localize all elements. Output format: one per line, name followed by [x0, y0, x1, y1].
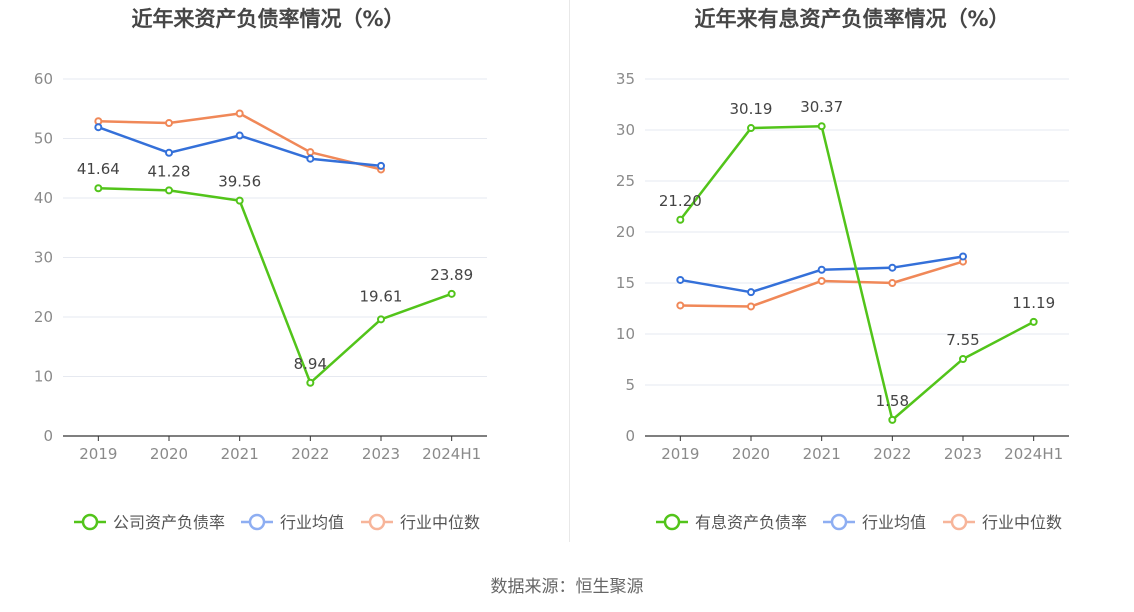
data-point-company: [888, 415, 897, 424]
series-line-company: [679, 124, 1035, 422]
data-point-industry_avg: [165, 148, 173, 157]
y-tick-label: 40: [34, 189, 53, 207]
data-label: 30.19: [730, 100, 773, 118]
y-tick-label: 15: [616, 274, 635, 292]
x-tick-label: 2021: [803, 445, 841, 463]
y-tick-label: 5: [625, 376, 635, 394]
x-tick-label: 2023: [944, 445, 982, 463]
y-tick-label: 10: [616, 325, 635, 343]
y-tick-label: 30: [34, 249, 53, 267]
legend-marker: [368, 513, 386, 531]
data-point-company: [447, 289, 456, 298]
data-point-industry_avg: [817, 265, 826, 274]
y-tick-label: 25: [616, 172, 635, 190]
data-point-industry_avg: [676, 275, 685, 284]
data-label: 39.56: [218, 173, 261, 191]
legend-item-company: 公司资产负债率: [74, 513, 225, 532]
data-point-industry_avg: [235, 131, 244, 140]
series-line-company: [98, 186, 453, 385]
x-tick-label: 2022: [291, 445, 329, 463]
panel-divider: [569, 0, 570, 542]
chart-title: 近年来资产负债率情况（%）: [131, 7, 404, 31]
data-point-industry_avg: [959, 252, 967, 261]
data-label: 41.28: [148, 162, 191, 180]
data-label: 11.19: [1012, 294, 1055, 312]
data-point-industry_avg: [888, 263, 897, 272]
source-note: 数据来源：恒生聚源: [490, 577, 644, 597]
data-label: 19.61: [360, 287, 403, 305]
data-point-industry_median: [165, 119, 173, 128]
legend-marker: [830, 513, 848, 531]
legend-marker: [81, 513, 99, 531]
data-point-company: [1029, 317, 1038, 326]
legend-label: 行业均值: [862, 513, 926, 532]
y-tick-label: 20: [34, 308, 53, 326]
legend-label: 公司资产负债率: [113, 513, 225, 532]
legend-label: 行业中位数: [982, 513, 1062, 532]
x-tick-label: 2022: [873, 445, 911, 463]
data-label: 41.64: [77, 160, 120, 178]
x-tick-label: 2024H1: [1004, 445, 1063, 463]
legend-item-industry_median: 行业中位数: [943, 513, 1062, 532]
y-tick-label: 10: [34, 368, 53, 386]
chart-panel-1: 近年来资产负债率情况（%） 0 10 20 30 40 50 60 2019 2020 2021 20…: [34, 7, 487, 532]
x-tick-label: 2019: [79, 445, 117, 463]
chart-title: 近年来有息资产负债率情况（%）: [694, 7, 1009, 31]
x-tick-label: 2024H1: [422, 445, 481, 463]
legend-item-industry_avg: 行业均值: [241, 513, 344, 532]
data-label: 21.20: [659, 192, 702, 210]
data-point-company: [94, 184, 103, 193]
x-tick-label: 2021: [221, 445, 259, 463]
data-label: 1.58: [876, 392, 909, 410]
legend-item-industry_median: 行业中位数: [361, 513, 480, 532]
y-tick-label: 0: [43, 427, 53, 445]
data-point-industry_avg: [747, 288, 755, 297]
data-label: 23.89: [430, 266, 473, 284]
data-point-company: [235, 196, 244, 205]
data-point-company: [377, 315, 385, 324]
y-tick-label: 60: [34, 70, 53, 88]
data-label: 30.37: [800, 98, 843, 116]
data-point-company: [676, 215, 685, 224]
legend-marker: [950, 513, 968, 531]
data-point-industry_median: [235, 109, 244, 118]
legend-item-industry_avg: 行业均值: [823, 513, 926, 532]
data-point-company: [817, 122, 826, 131]
y-tick-label: 20: [616, 223, 635, 241]
y-tick-label: 50: [34, 130, 53, 148]
legend-item-company: 有息资产负债率: [656, 513, 807, 532]
x-tick-label: 2019: [661, 445, 699, 463]
data-point-company: [959, 354, 967, 363]
legend-label: 有息资产负债率: [695, 513, 807, 532]
legend-label: 行业均值: [280, 513, 344, 532]
data-point-company: [747, 124, 755, 133]
y-tick-label: 0: [625, 427, 635, 445]
data-label: 7.55: [946, 331, 979, 349]
y-tick-label: 30: [616, 121, 635, 139]
y-tick-label: 35: [616, 70, 635, 88]
data-point-industry_median: [676, 301, 685, 310]
x-tick-label: 2020: [150, 445, 188, 463]
x-tick-label: 2020: [732, 445, 770, 463]
data-point-company: [165, 186, 173, 195]
data-point-industry_median: [306, 148, 315, 157]
data-point-industry_median: [747, 302, 755, 311]
data-point-company: [306, 378, 315, 387]
legend-marker: [248, 513, 266, 531]
legend-label: 行业中位数: [400, 513, 480, 532]
data-point-industry_avg: [377, 161, 385, 170]
data-point-industry_median: [817, 276, 826, 285]
data-point-industry_median: [888, 279, 897, 287]
x-tick-label: 2023: [362, 445, 400, 463]
data-label: 8.94: [294, 355, 327, 373]
data-point-industry_avg: [94, 123, 103, 132]
legend-marker: [663, 513, 681, 531]
data-point-industry_avg: [306, 154, 315, 163]
chart-panel-2: 近年来有息资产负债率情况（%） 0 5 10 15 20 25 30 35 2019 2020 202…: [616, 7, 1069, 532]
